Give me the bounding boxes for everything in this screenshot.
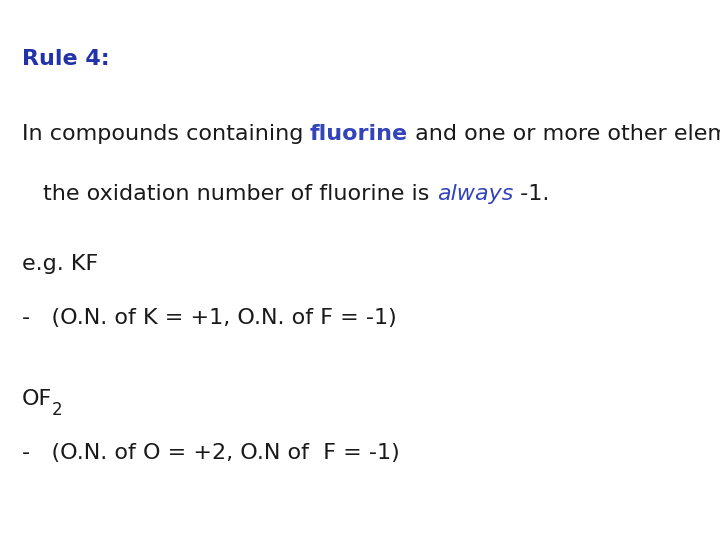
Text: -   (O.N. of K = +1, O.N. of F = -1): - (O.N. of K = +1, O.N. of F = -1)	[22, 308, 396, 328]
Text: Rule 4:: Rule 4:	[22, 49, 109, 69]
Text: the oxidation number of fluorine is: the oxidation number of fluorine is	[43, 184, 437, 204]
Text: fluorine: fluorine	[310, 124, 408, 144]
Text: OF: OF	[22, 389, 52, 409]
Text: 2: 2	[52, 401, 63, 418]
Text: e.g. KF: e.g. KF	[22, 254, 98, 274]
Text: In compounds containing: In compounds containing	[22, 124, 310, 144]
Text: and one or more other element: and one or more other element	[408, 124, 720, 144]
Text: -1.: -1.	[513, 184, 549, 204]
Text: -   (O.N. of O = +2, O.N of  F = -1): - (O.N. of O = +2, O.N of F = -1)	[22, 443, 400, 463]
Text: always: always	[437, 184, 513, 204]
